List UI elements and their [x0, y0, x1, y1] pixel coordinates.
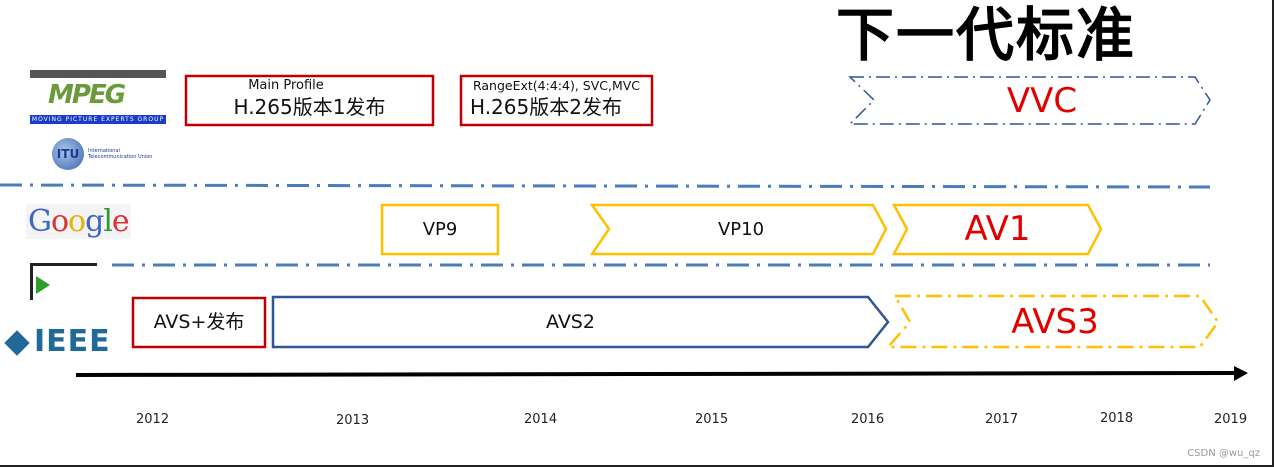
google-letter: o — [68, 204, 86, 239]
google-letter: g — [85, 204, 104, 239]
google-letter: e — [111, 204, 130, 239]
year-label: 2019 — [1214, 412, 1248, 427]
vp10-chevron — [589, 203, 888, 256]
page-title: 下一代标准 — [836, 1, 1137, 69]
h265-v2-sublabel: RangeExt(4:4:4), SVC,MVC — [472, 78, 641, 93]
vp9-box — [380, 203, 500, 256]
timeline-axis — [75, 371, 1236, 377]
avs2-label: AVS2 — [546, 311, 595, 333]
itu-subtitle: International Telecommunication Union — [88, 148, 153, 160]
vvc-label: VVC — [1006, 81, 1078, 121]
google-letter: o — [50, 204, 69, 239]
year-label: 2012 — [136, 412, 170, 427]
year-label: 2013 — [336, 413, 370, 428]
h265-v1-label: H.265版本1发布 — [233, 95, 386, 119]
year-label: 2017 — [985, 412, 1019, 427]
avs-logo-frame — [30, 263, 97, 300]
vvc-chevron — [848, 76, 1211, 125]
year-label: 2016 — [851, 412, 885, 427]
play-icon — [36, 276, 50, 294]
google-letter: l — [103, 204, 113, 239]
year-label: 2014 — [524, 412, 558, 427]
year-label: 2015 — [695, 412, 729, 427]
timeline-arrowhead — [1234, 366, 1248, 381]
h265-v1-box — [184, 74, 435, 127]
av1-chevron — [891, 203, 1103, 256]
separator-line-1 — [0, 183, 1211, 189]
h265-v2-label: H.265版本2发布 — [470, 95, 622, 119]
av1-label: AV1 — [964, 209, 1031, 249]
avs-plus-label: AVS+发布 — [153, 311, 245, 333]
avs-plus-box — [131, 296, 267, 349]
ieee-diamond-icon — [4, 329, 30, 356]
mpeg-subtitle: MOVING PICTURE EXPERTS GROUP — [30, 115, 166, 124]
mpeg-top-bar — [30, 70, 166, 78]
avs2-pentagon — [271, 295, 890, 349]
h265-v2-box — [459, 74, 654, 127]
google-letter: G — [28, 204, 52, 239]
year-label: 2018 — [1100, 411, 1134, 426]
vp9-label: VP9 — [422, 219, 458, 240]
vp10-label: VP10 — [717, 219, 765, 240]
ieee-logo-text: IEEE — [34, 324, 111, 359]
google-logo: Google — [26, 204, 131, 239]
mpeg-logo-text: MPEG — [48, 80, 126, 110]
avs3-label: AVS3 — [1011, 302, 1099, 342]
h265-v1-sublabel: Main Profile — [248, 78, 324, 93]
itu-globe-icon: ITU — [52, 138, 84, 170]
ieee-logo: IEEE — [4, 322, 111, 362]
avs3-chevron — [885, 294, 1220, 349]
watermark: CSDN @wu_qz — [1187, 448, 1260, 459]
